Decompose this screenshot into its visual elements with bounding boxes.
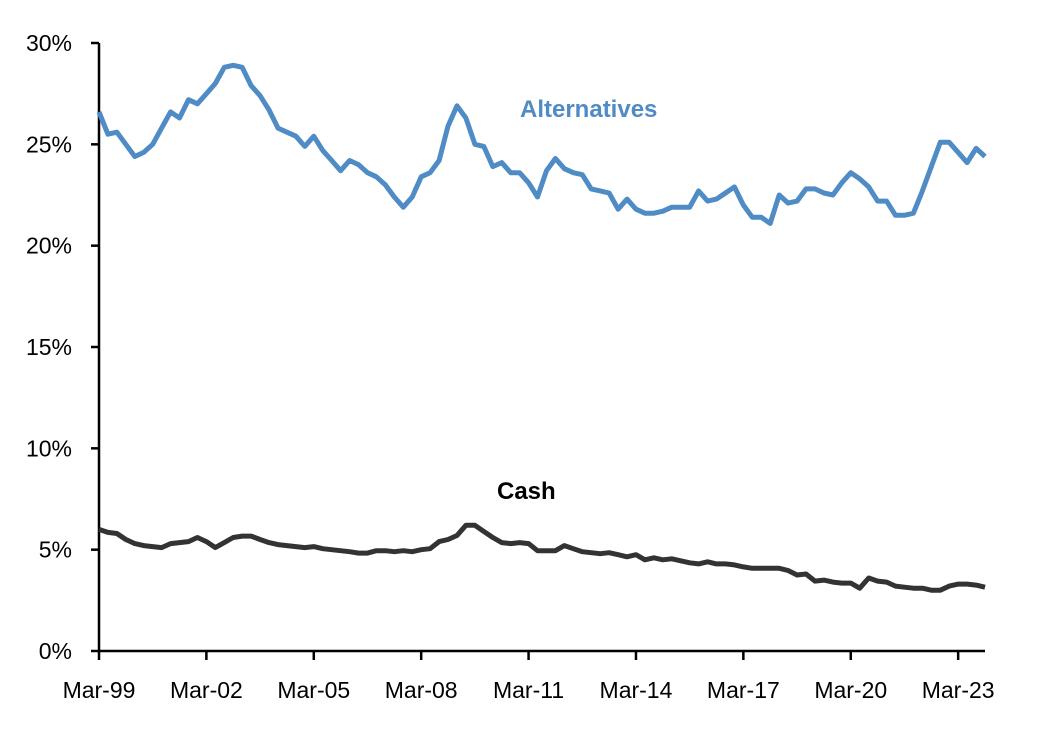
x-tick-label: Mar-05 (277, 677, 350, 703)
x-tick-label: Mar-14 (600, 677, 673, 703)
series-label-cash: Cash (497, 478, 556, 505)
x-tick-label: Mar-20 (814, 677, 887, 703)
y-tick-label: 25% (26, 131, 72, 157)
y-tick-label: 0% (39, 638, 72, 664)
x-tick-label: Mar-99 (63, 677, 136, 703)
x-axis: Mar-99 Mar-02 Mar-05 Mar-08 Mar-11 Mar-14 Mar-… (63, 649, 995, 703)
y-axis: 0% 5% 10% 15% 20% 25% 30% (26, 30, 101, 664)
y-tick-label: 10% (26, 435, 72, 461)
x-tick-label: Mar-02 (170, 677, 243, 703)
x-tick-label: Mar-11 (493, 677, 564, 703)
y-tick-label: 15% (26, 334, 72, 360)
series-line-alternatives (96, 62, 987, 226)
series-points-alternatives (98, 65, 986, 224)
series-lines (96, 62, 987, 593)
x-tick-label: Mar-23 (922, 677, 995, 703)
y-tick-label: 5% (39, 537, 72, 563)
x-tick-label: Mar-08 (385, 677, 458, 703)
y-tick-label: 20% (26, 233, 72, 259)
series-points-cash (98, 525, 986, 591)
x-tick-label: Mar-17 (707, 677, 780, 703)
y-tick-label: 30% (26, 30, 72, 56)
series-label-alternatives: Alternatives (520, 96, 657, 123)
series-line-cash (98, 522, 986, 593)
